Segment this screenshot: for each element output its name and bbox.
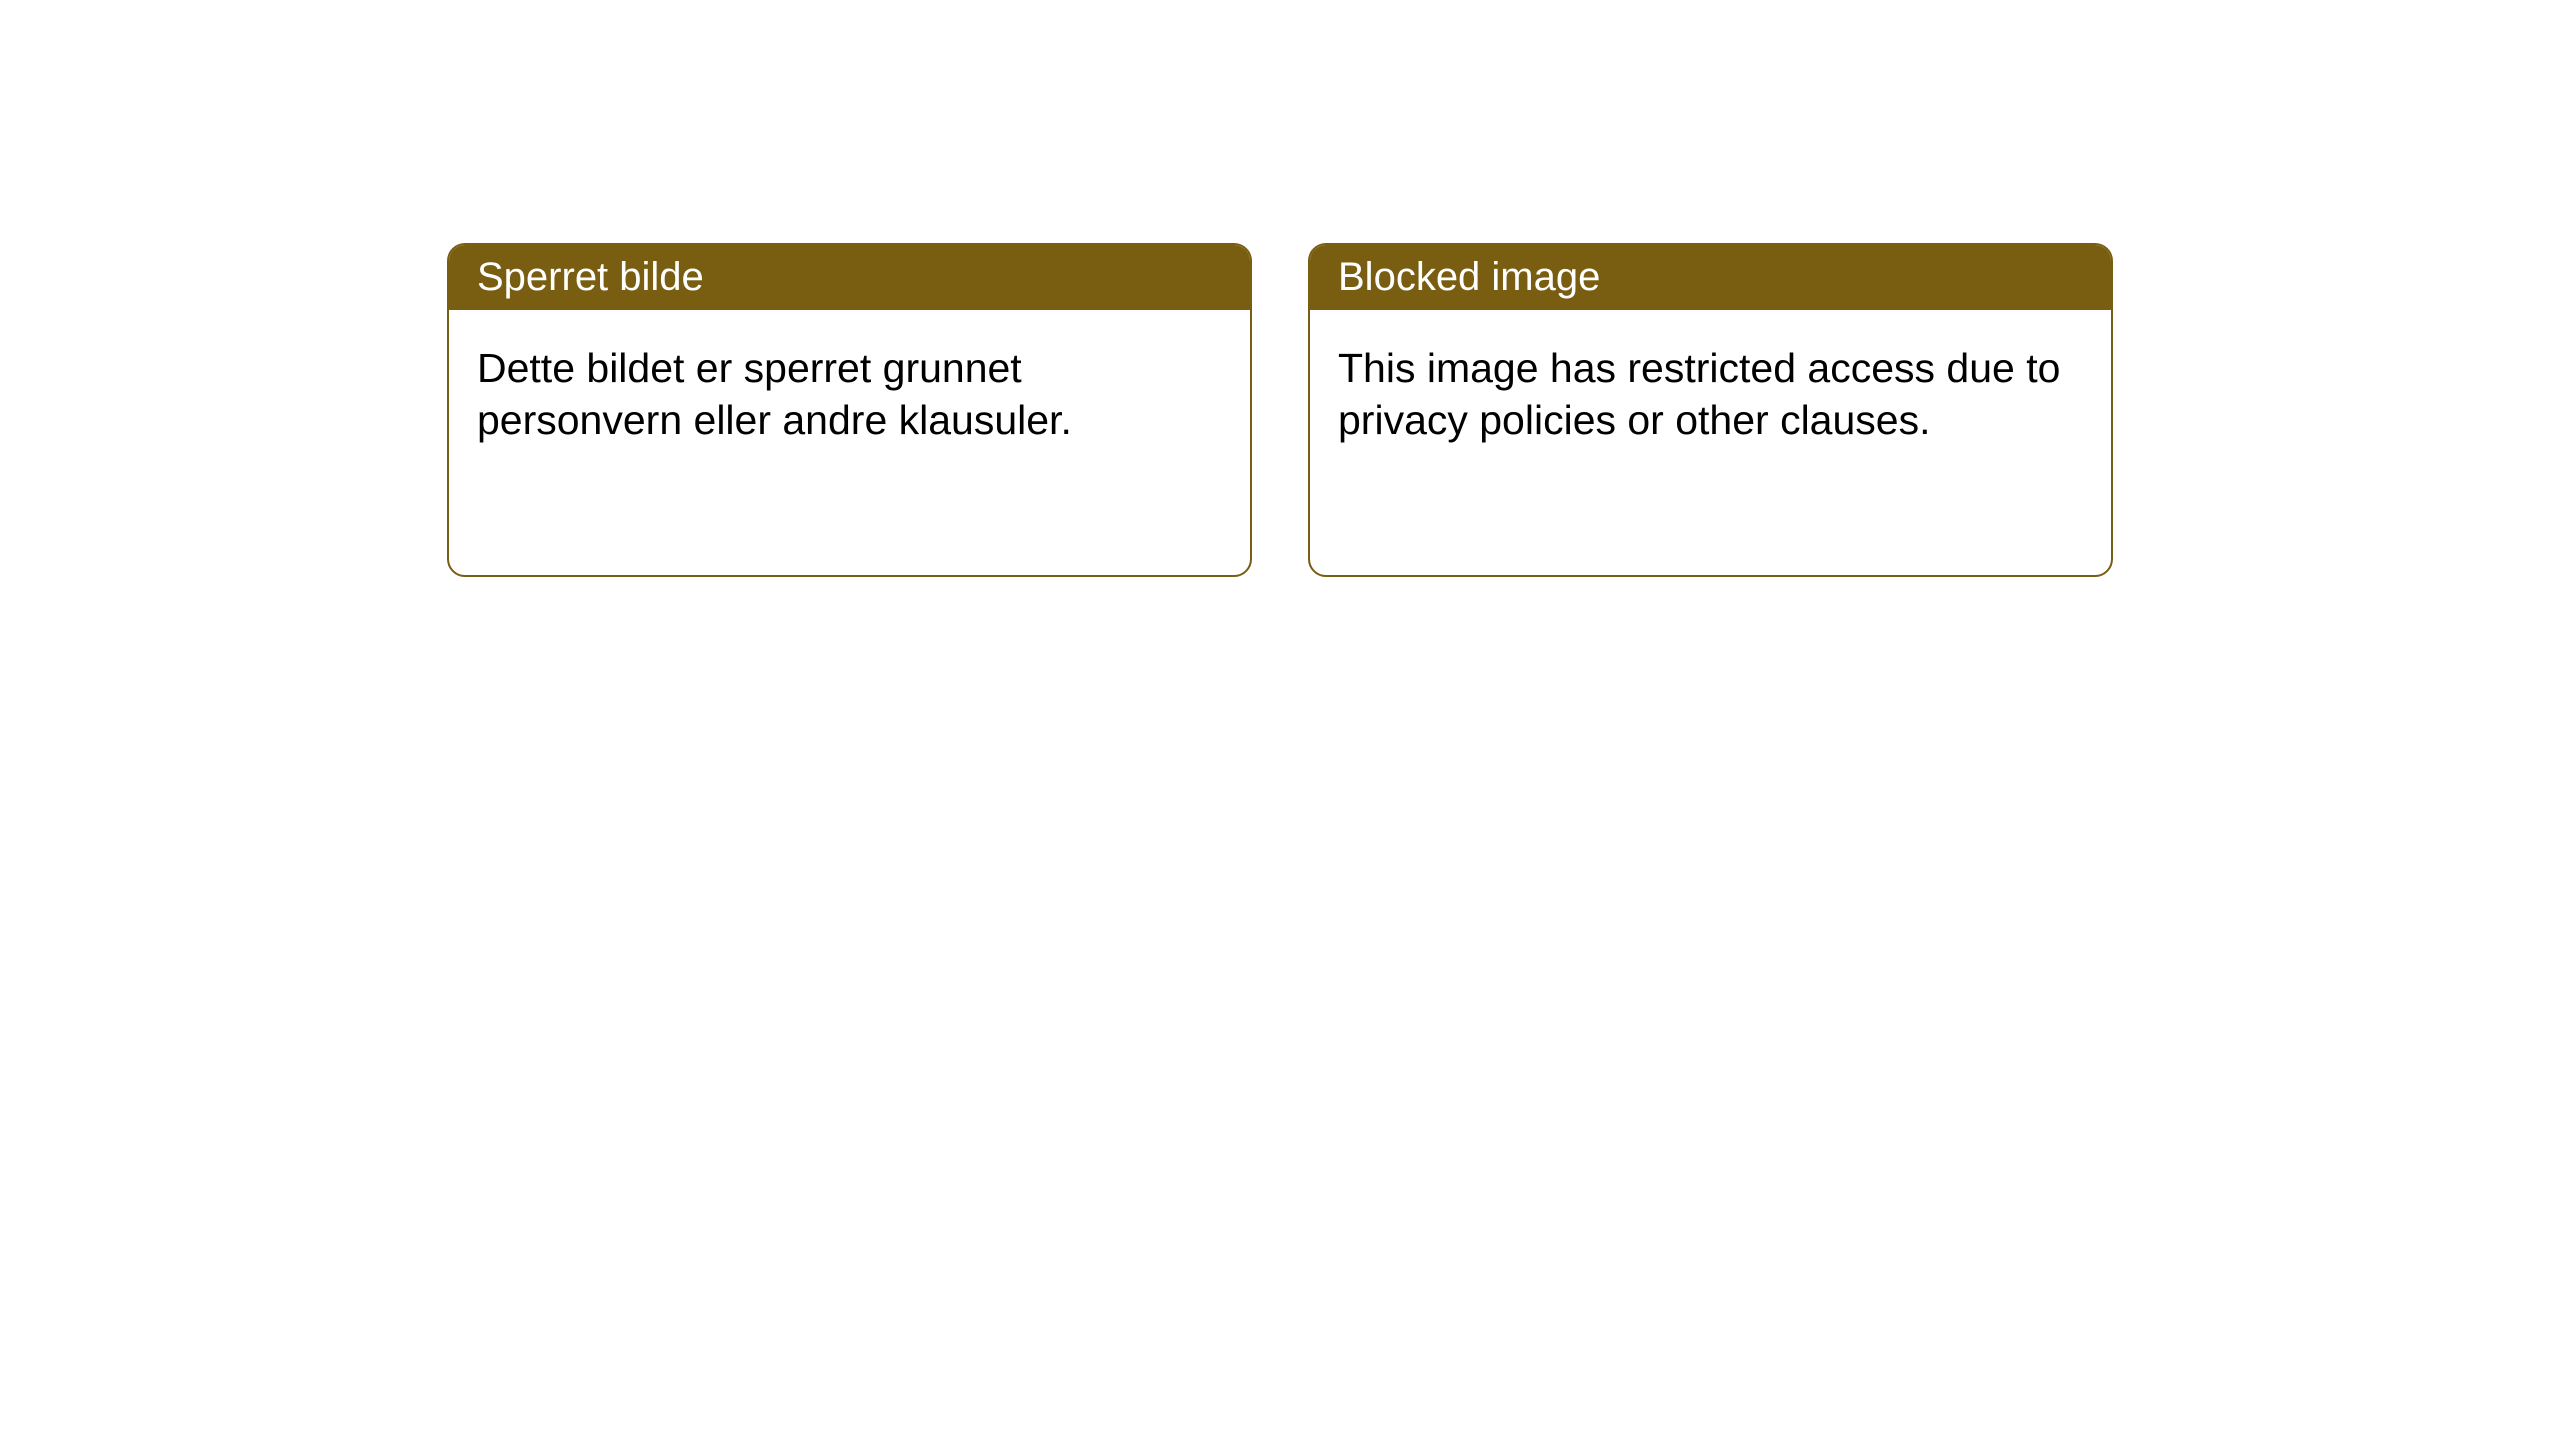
notice-body-norwegian: Dette bildet er sperret grunnet personve… <box>449 310 1250 479</box>
notice-card-norwegian: Sperret bilde Dette bildet er sperret gr… <box>447 243 1252 577</box>
blocked-image-notices: Sperret bilde Dette bildet er sperret gr… <box>447 243 2113 577</box>
notice-title-norwegian: Sperret bilde <box>449 245 1250 310</box>
notice-card-english: Blocked image This image has restricted … <box>1308 243 2113 577</box>
notice-body-english: This image has restricted access due to … <box>1310 310 2111 479</box>
notice-title-english: Blocked image <box>1310 245 2111 310</box>
